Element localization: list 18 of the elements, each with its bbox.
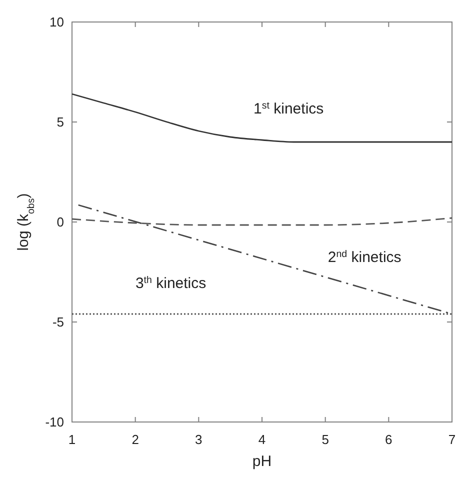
- y-tick-label: -5: [52, 314, 64, 330]
- x-tick-label: 5: [322, 432, 329, 447]
- y-tick-label: 10: [50, 14, 64, 30]
- y-tick-label: -10: [45, 414, 64, 430]
- y-tick-label: 0: [56, 214, 64, 230]
- x-axis-title: pH: [252, 453, 272, 470]
- line-series: [71, 93, 453, 143]
- x-tick-label: 2: [132, 432, 139, 447]
- series-label: 3$^{th}$ kinetics: [135, 274, 206, 292]
- line-series: [71, 217, 453, 226]
- series-label: 1$^{st}$ kinetics: [254, 100, 324, 118]
- x-tick-label: 4: [258, 432, 266, 447]
- series-label: 2$^{nd}$ kinetics: [328, 248, 402, 266]
- x-tick-label: 1: [68, 432, 76, 447]
- x-tick-label: 7: [448, 432, 456, 447]
- y-tick-label: 5: [56, 114, 64, 130]
- x-tick-label: 3: [195, 432, 202, 447]
- x-tick-label: 6: [385, 432, 392, 447]
